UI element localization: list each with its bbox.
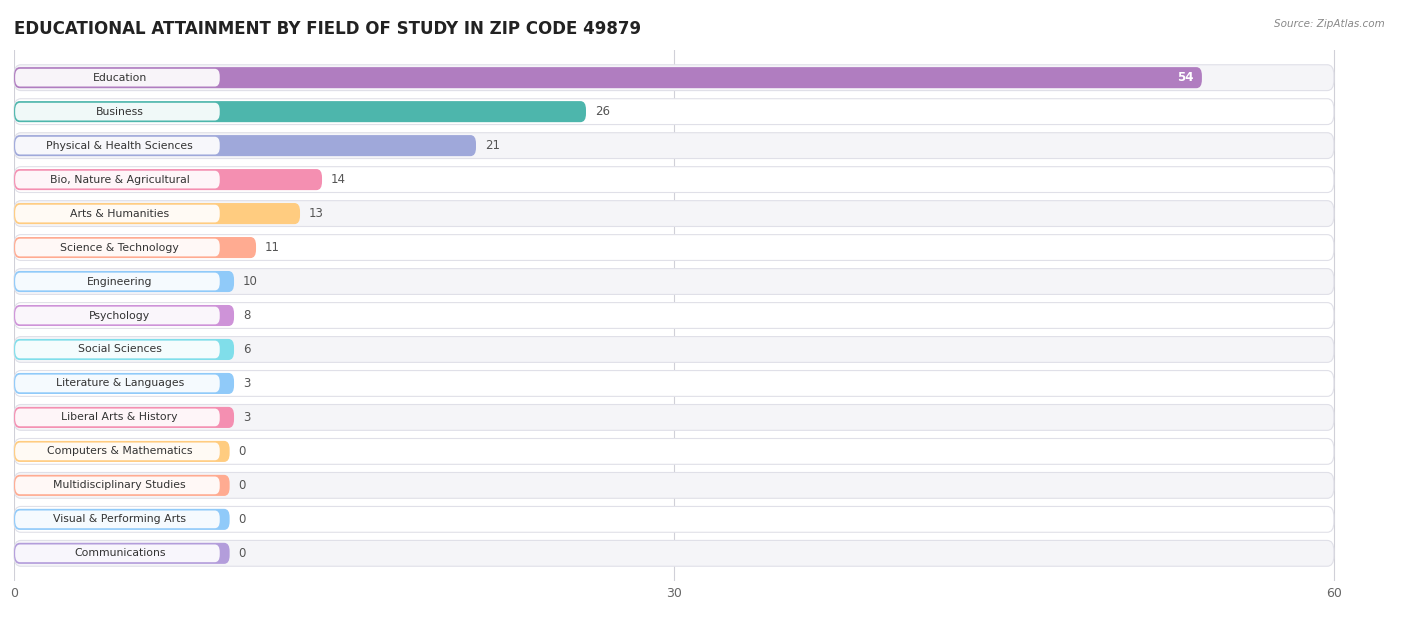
Text: Engineering: Engineering (87, 276, 152, 286)
Text: 14: 14 (330, 173, 346, 186)
FancyBboxPatch shape (15, 545, 219, 562)
FancyBboxPatch shape (14, 441, 229, 462)
FancyBboxPatch shape (14, 509, 229, 530)
Text: 0: 0 (239, 547, 246, 560)
Text: 10: 10 (243, 275, 257, 288)
FancyBboxPatch shape (14, 133, 1334, 158)
FancyBboxPatch shape (14, 167, 1334, 192)
Text: Multidisciplinary Studies: Multidisciplinary Studies (53, 480, 186, 490)
FancyBboxPatch shape (14, 101, 586, 122)
FancyBboxPatch shape (14, 269, 1334, 295)
FancyBboxPatch shape (14, 303, 1334, 328)
Text: 11: 11 (264, 241, 280, 254)
FancyBboxPatch shape (15, 375, 219, 392)
FancyBboxPatch shape (15, 204, 219, 222)
Text: 8: 8 (243, 309, 250, 322)
FancyBboxPatch shape (14, 65, 1334, 91)
FancyBboxPatch shape (15, 476, 219, 494)
Text: 3: 3 (243, 411, 250, 424)
Text: Education: Education (93, 73, 146, 83)
Text: Communications: Communications (75, 548, 166, 558)
Text: EDUCATIONAL ATTAINMENT BY FIELD OF STUDY IN ZIP CODE 49879: EDUCATIONAL ATTAINMENT BY FIELD OF STUDY… (14, 20, 641, 38)
FancyBboxPatch shape (14, 439, 1334, 464)
FancyBboxPatch shape (15, 510, 219, 528)
Text: 54: 54 (1177, 71, 1194, 84)
FancyBboxPatch shape (14, 507, 1334, 533)
Text: 21: 21 (485, 139, 499, 152)
FancyBboxPatch shape (14, 473, 1334, 498)
FancyBboxPatch shape (15, 307, 219, 324)
FancyBboxPatch shape (15, 409, 219, 427)
FancyBboxPatch shape (14, 201, 1334, 227)
FancyBboxPatch shape (15, 137, 219, 155)
Text: Social Sciences: Social Sciences (77, 345, 162, 355)
FancyBboxPatch shape (14, 169, 322, 190)
FancyBboxPatch shape (15, 171, 219, 189)
Text: Source: ZipAtlas.com: Source: ZipAtlas.com (1274, 19, 1385, 29)
Text: Computers & Mathematics: Computers & Mathematics (46, 446, 193, 456)
FancyBboxPatch shape (15, 273, 219, 290)
FancyBboxPatch shape (15, 341, 219, 358)
FancyBboxPatch shape (14, 203, 299, 224)
FancyBboxPatch shape (14, 135, 477, 156)
Text: Business: Business (96, 107, 143, 117)
Text: 0: 0 (239, 445, 246, 458)
FancyBboxPatch shape (14, 67, 1202, 88)
FancyBboxPatch shape (14, 373, 233, 394)
Text: 0: 0 (239, 513, 246, 526)
FancyBboxPatch shape (14, 336, 1334, 362)
FancyBboxPatch shape (14, 407, 233, 428)
Text: Science & Technology: Science & Technology (60, 242, 179, 252)
FancyBboxPatch shape (14, 370, 1334, 396)
FancyBboxPatch shape (14, 235, 1334, 261)
FancyBboxPatch shape (15, 239, 219, 256)
FancyBboxPatch shape (14, 305, 233, 326)
Text: 13: 13 (309, 207, 323, 220)
Text: Visual & Performing Arts: Visual & Performing Arts (53, 514, 186, 524)
Text: 0: 0 (239, 479, 246, 492)
FancyBboxPatch shape (15, 69, 219, 86)
Text: 6: 6 (243, 343, 250, 356)
FancyBboxPatch shape (15, 442, 219, 460)
Text: 26: 26 (595, 105, 610, 118)
Text: Physical & Health Sciences: Physical & Health Sciences (46, 141, 193, 151)
FancyBboxPatch shape (14, 543, 229, 564)
FancyBboxPatch shape (14, 475, 229, 496)
Text: Bio, Nature & Agricultural: Bio, Nature & Agricultural (49, 175, 190, 185)
FancyBboxPatch shape (15, 103, 219, 121)
FancyBboxPatch shape (14, 271, 233, 292)
FancyBboxPatch shape (14, 237, 256, 258)
Text: Literature & Languages: Literature & Languages (55, 379, 184, 389)
FancyBboxPatch shape (14, 98, 1334, 124)
Text: Liberal Arts & History: Liberal Arts & History (62, 413, 179, 422)
Text: 3: 3 (243, 377, 250, 390)
Text: Arts & Humanities: Arts & Humanities (70, 209, 169, 218)
FancyBboxPatch shape (14, 404, 1334, 430)
FancyBboxPatch shape (14, 540, 1334, 566)
FancyBboxPatch shape (14, 339, 233, 360)
Text: Psychology: Psychology (89, 310, 150, 321)
